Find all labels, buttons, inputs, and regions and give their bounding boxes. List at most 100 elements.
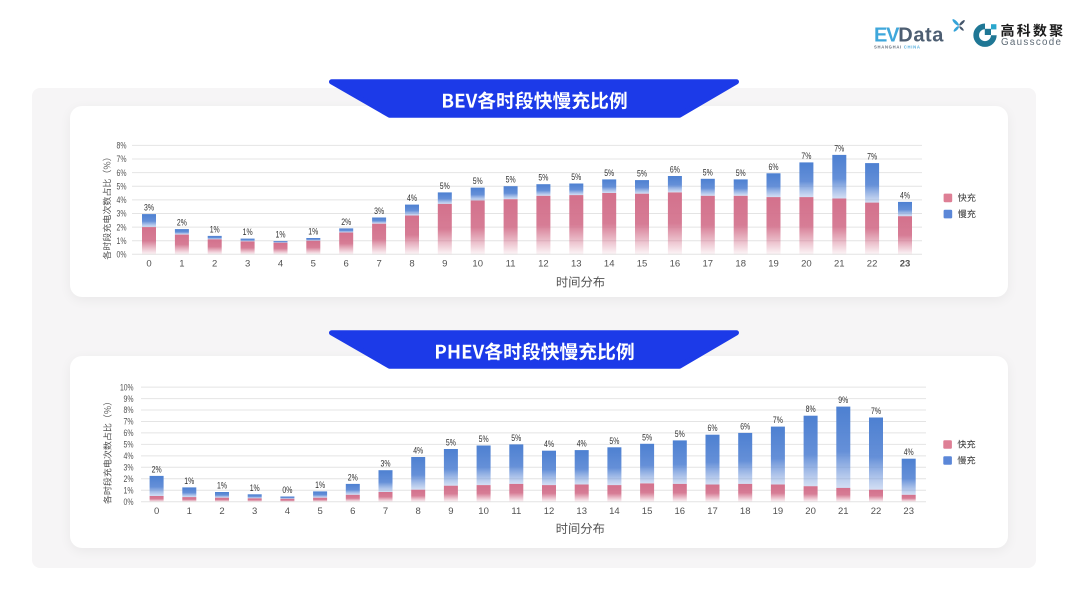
- svg-text:6: 6: [350, 506, 355, 517]
- svg-text:3%: 3%: [124, 463, 134, 473]
- svg-text:0%: 0%: [124, 497, 134, 507]
- svg-text:6%: 6%: [769, 162, 779, 172]
- svg-text:5%: 5%: [642, 432, 652, 442]
- svg-text:8%: 8%: [124, 405, 134, 415]
- svg-text:7%: 7%: [867, 152, 877, 162]
- svg-text:1: 1: [179, 259, 184, 270]
- svg-text:3: 3: [252, 506, 257, 517]
- svg-text:18: 18: [740, 506, 751, 517]
- svg-text:1%: 1%: [210, 224, 220, 234]
- svg-text:0%: 0%: [117, 250, 127, 260]
- svg-text:3%: 3%: [144, 203, 154, 213]
- svg-text:4%: 4%: [117, 195, 127, 205]
- svg-text:21: 21: [838, 506, 849, 517]
- svg-text:17: 17: [707, 506, 718, 517]
- svg-text:8: 8: [416, 506, 421, 517]
- svg-text:5%: 5%: [440, 181, 450, 191]
- svg-text:5%: 5%: [604, 168, 614, 178]
- svg-text:1%: 1%: [250, 483, 260, 493]
- svg-text:4: 4: [278, 259, 283, 270]
- svg-text:1: 1: [187, 506, 192, 517]
- svg-text:2: 2: [212, 259, 217, 270]
- svg-text:3%: 3%: [374, 206, 384, 216]
- svg-text:11: 11: [511, 506, 521, 517]
- svg-text:4%: 4%: [124, 451, 134, 461]
- svg-text:5%: 5%: [479, 434, 489, 444]
- svg-text:19: 19: [773, 506, 784, 517]
- svg-text:9: 9: [442, 259, 447, 270]
- svg-text:1%: 1%: [308, 227, 318, 237]
- svg-text:7%: 7%: [801, 151, 811, 161]
- svg-text:4%: 4%: [900, 190, 910, 200]
- svg-text:5%: 5%: [446, 438, 456, 448]
- svg-text:5%: 5%: [473, 176, 483, 186]
- svg-text:4: 4: [285, 506, 290, 517]
- svg-text:SHANGHAI CHINA: SHANGHAI CHINA: [874, 44, 921, 49]
- svg-text:0: 0: [146, 259, 151, 270]
- svg-text:4%: 4%: [904, 447, 914, 457]
- svg-text:7: 7: [376, 259, 381, 270]
- svg-text:6: 6: [344, 259, 349, 270]
- svg-text:5%: 5%: [736, 168, 746, 178]
- svg-text:13: 13: [571, 259, 582, 270]
- svg-text:3%: 3%: [117, 209, 127, 219]
- svg-text:5%: 5%: [506, 175, 516, 185]
- svg-text:16: 16: [675, 506, 686, 517]
- svg-text:5%: 5%: [124, 440, 134, 450]
- svg-text:21: 21: [834, 259, 845, 270]
- svg-text:6%: 6%: [708, 423, 718, 433]
- svg-text:2%: 2%: [348, 472, 358, 482]
- svg-text:10%: 10%: [120, 382, 134, 392]
- svg-text:7%: 7%: [117, 154, 127, 164]
- svg-text:4%: 4%: [407, 193, 417, 203]
- svg-text:5%: 5%: [511, 433, 521, 443]
- svg-text:23: 23: [903, 506, 914, 517]
- svg-text:9%: 9%: [124, 394, 134, 404]
- svg-text:11: 11: [506, 259, 516, 270]
- svg-text:2: 2: [219, 506, 224, 517]
- svg-text:20: 20: [801, 259, 812, 270]
- svg-text:7%: 7%: [834, 143, 844, 153]
- svg-text:1%: 1%: [243, 227, 253, 237]
- svg-text:20: 20: [805, 506, 816, 517]
- svg-text:17: 17: [703, 259, 714, 270]
- svg-text:4%: 4%: [544, 439, 554, 449]
- svg-text:Gausscode: Gausscode: [1001, 37, 1062, 48]
- svg-text:2%: 2%: [152, 464, 162, 474]
- svg-text:0%: 0%: [282, 485, 292, 495]
- svg-text:13: 13: [576, 506, 587, 517]
- svg-text:5%: 5%: [571, 172, 581, 182]
- svg-text:1%: 1%: [315, 480, 325, 490]
- svg-text:9: 9: [448, 506, 453, 517]
- svg-text:5%: 5%: [637, 169, 647, 179]
- svg-text:5: 5: [317, 506, 322, 517]
- svg-text:2%: 2%: [117, 222, 127, 232]
- svg-text:6%: 6%: [117, 168, 127, 178]
- svg-text:2%: 2%: [124, 474, 134, 484]
- svg-text:7: 7: [383, 506, 388, 517]
- svg-text:7%: 7%: [773, 415, 783, 425]
- svg-text:1%: 1%: [184, 476, 194, 486]
- svg-text:1%: 1%: [276, 230, 286, 240]
- svg-text:4%: 4%: [577, 439, 587, 449]
- svg-text:12: 12: [544, 506, 555, 517]
- svg-text:9%: 9%: [838, 395, 848, 405]
- svg-text:23: 23: [900, 259, 911, 270]
- svg-text:5%: 5%: [675, 429, 685, 439]
- svg-text:6%: 6%: [124, 428, 134, 438]
- svg-text:12: 12: [538, 259, 549, 270]
- svg-text:19: 19: [768, 259, 779, 270]
- svg-text:14: 14: [604, 259, 615, 270]
- svg-text:5%: 5%: [117, 181, 127, 191]
- svg-text:8%: 8%: [806, 404, 816, 414]
- svg-text:1%: 1%: [124, 485, 134, 495]
- svg-text:0: 0: [154, 506, 159, 517]
- svg-text:5: 5: [311, 259, 316, 270]
- svg-text:1%: 1%: [117, 236, 127, 246]
- svg-text:3%: 3%: [381, 459, 391, 469]
- svg-text:1%: 1%: [217, 481, 227, 491]
- svg-text:EVData: EVData: [874, 25, 944, 47]
- svg-text:10: 10: [472, 259, 483, 270]
- svg-text:16: 16: [670, 259, 681, 270]
- svg-text:22: 22: [871, 506, 882, 517]
